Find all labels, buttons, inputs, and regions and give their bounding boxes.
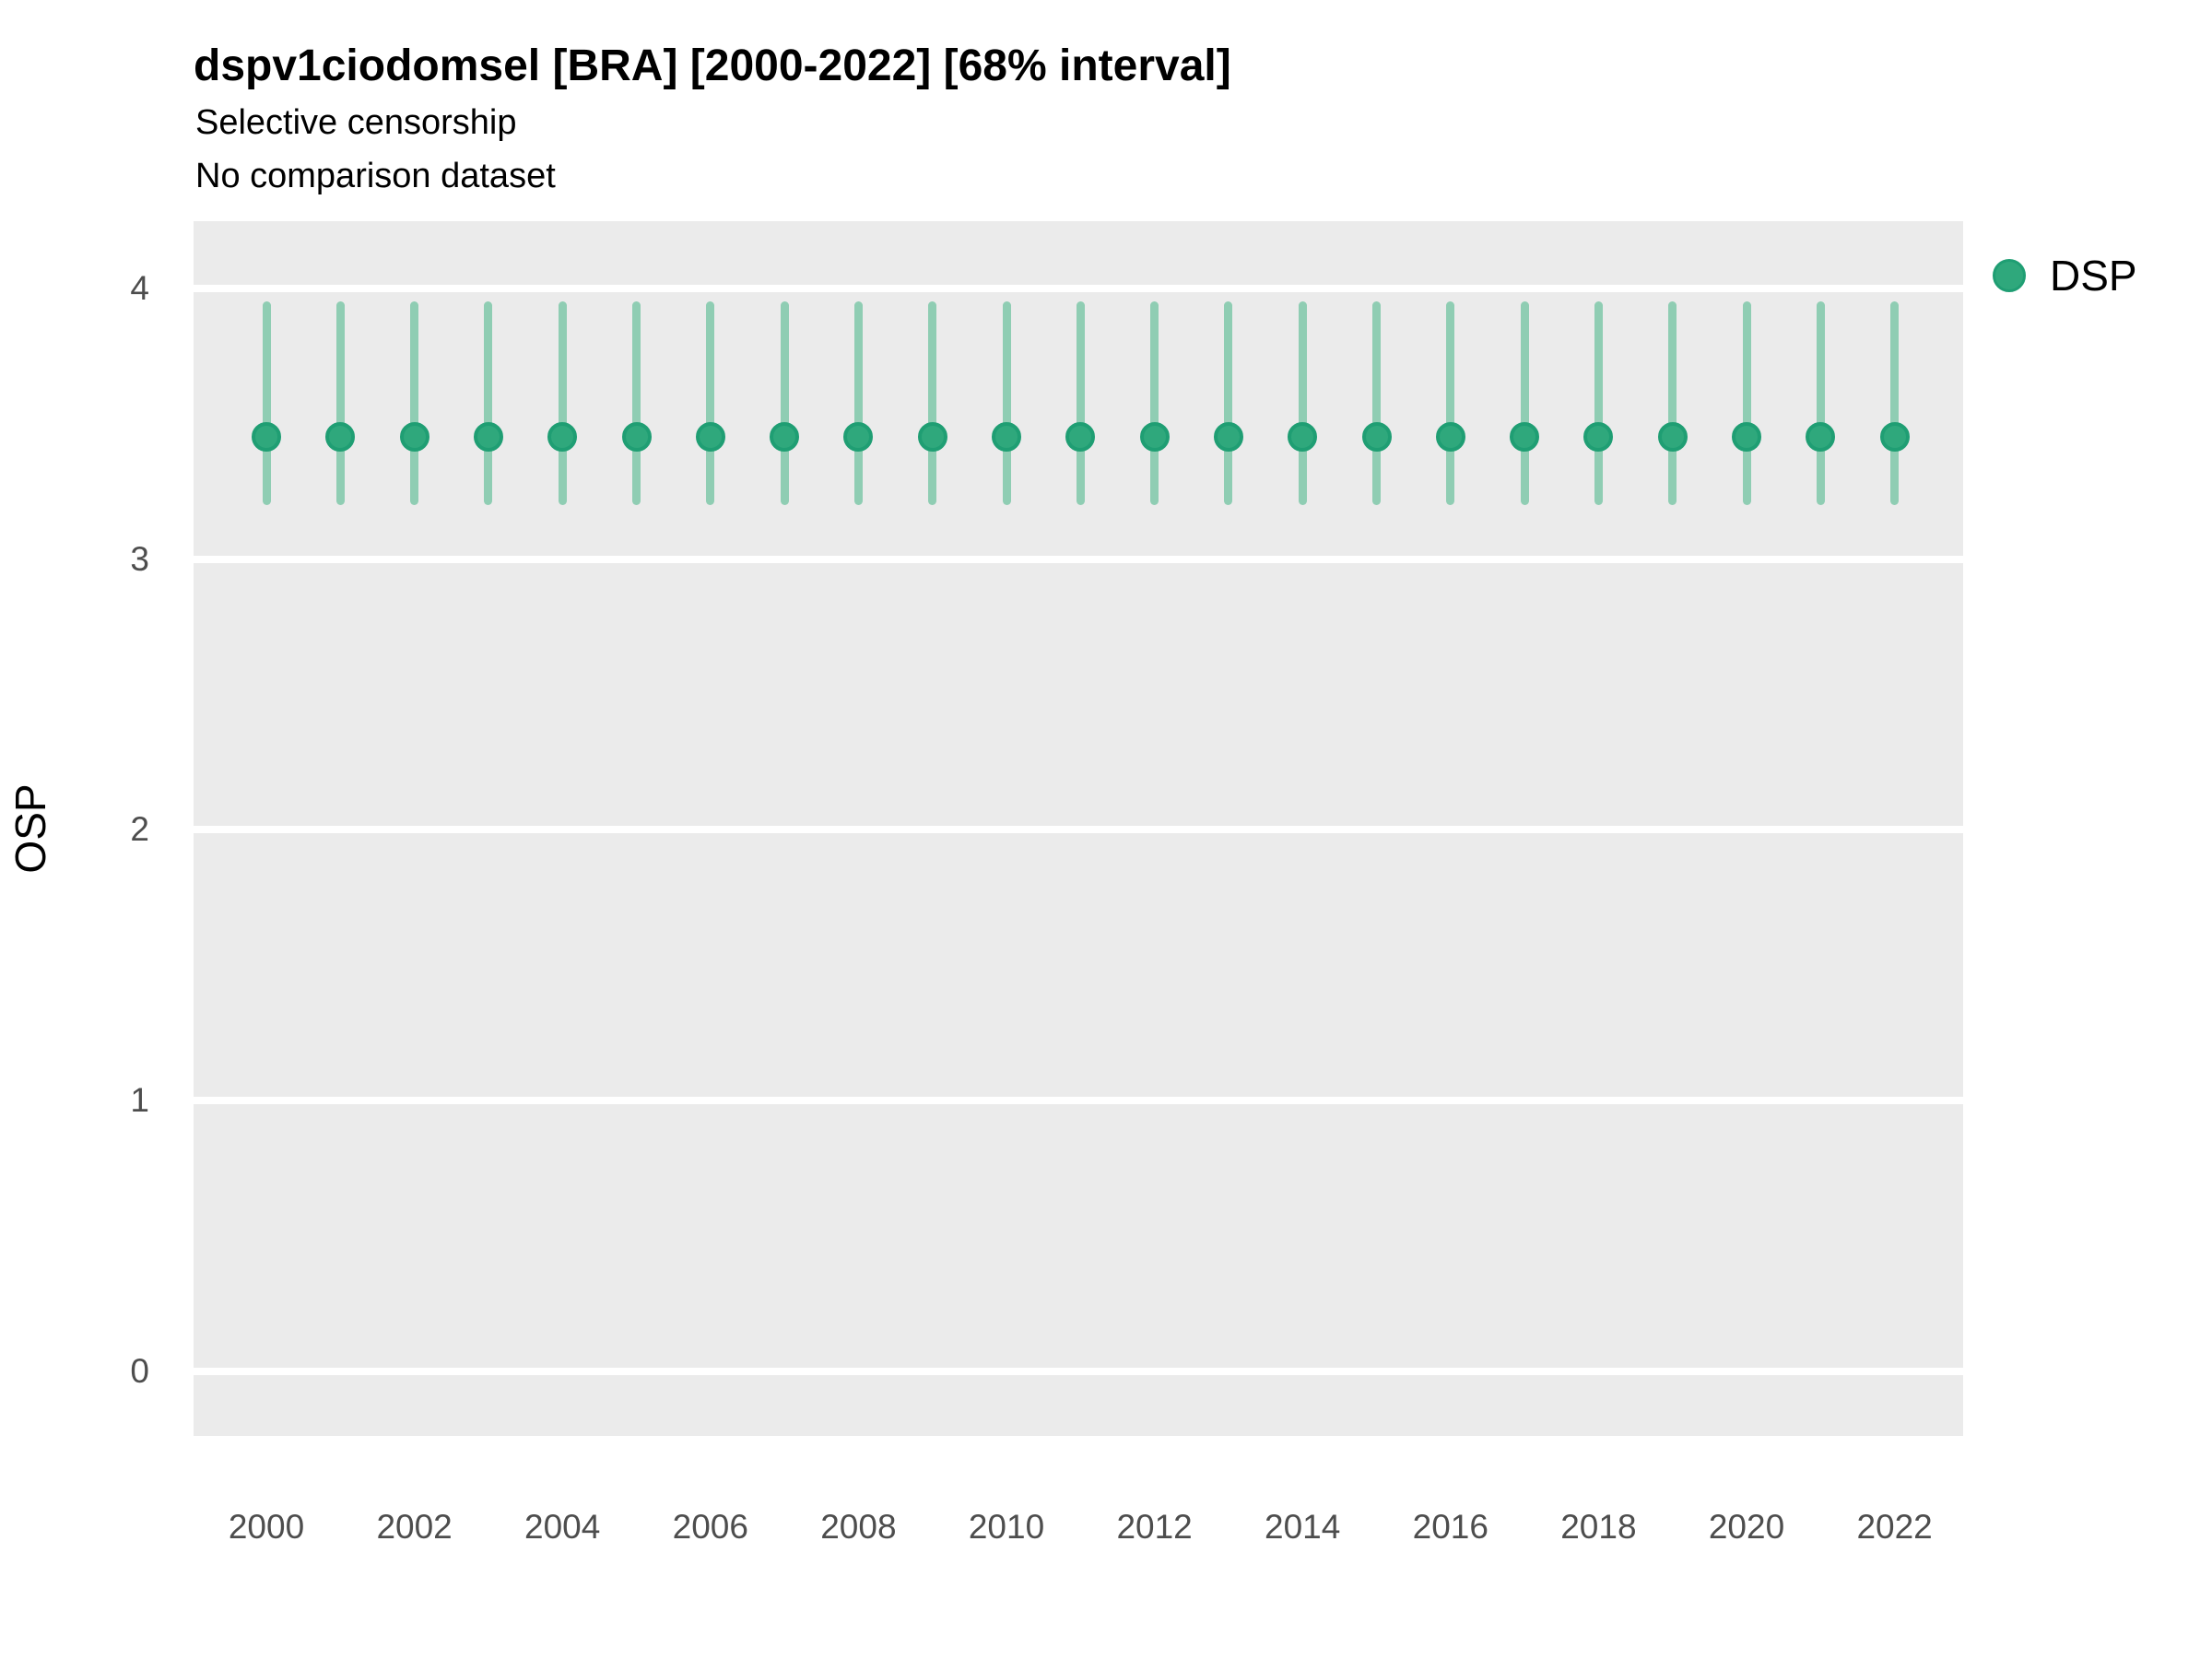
- y-axis-title: OSP: [6, 783, 54, 874]
- x-tick-label: 2020: [1708, 1508, 1785, 1546]
- data-point: [325, 422, 356, 453]
- y-tick-label: 1: [130, 1081, 149, 1120]
- gridline-y-0: [194, 1368, 1963, 1375]
- data-point: [1065, 422, 1096, 453]
- interval-line: [558, 301, 567, 505]
- data-point: [1657, 422, 1688, 453]
- data-point: [1732, 422, 1761, 453]
- data-point: [1288, 422, 1318, 453]
- data-point: [1435, 422, 1465, 453]
- data-point: [992, 422, 1021, 453]
- interval-line: [1890, 301, 1900, 505]
- interval-line: [484, 301, 493, 505]
- data-point: [1583, 422, 1614, 453]
- x-tick-label: 2002: [376, 1508, 453, 1546]
- data-point: [1361, 422, 1392, 453]
- interval-line: [706, 301, 715, 505]
- interval-line: [853, 301, 863, 505]
- data-point: [1806, 422, 1836, 453]
- data-point: [1510, 422, 1540, 453]
- interval-line: [632, 301, 641, 505]
- interval-line: [410, 301, 419, 505]
- data-point: [843, 422, 874, 453]
- x-tick-label: 2004: [524, 1508, 601, 1546]
- x-tick-label: 2016: [1412, 1508, 1488, 1546]
- x-tick-label: 2008: [820, 1508, 897, 1546]
- interval-line: [1150, 301, 1159, 505]
- data-point: [695, 422, 725, 453]
- y-tick-label: 3: [130, 539, 149, 578]
- interval-line: [1224, 301, 1233, 505]
- data-point: [547, 422, 578, 453]
- interval-line: [1520, 301, 1529, 505]
- data-point: [473, 422, 503, 453]
- interval-line: [1594, 301, 1603, 505]
- interval-line: [1372, 301, 1381, 505]
- y-tick-label: 2: [130, 810, 149, 849]
- legend-item-label: DSP: [2050, 252, 2137, 300]
- chart-subtitle-line1: Selective censorship: [195, 103, 517, 142]
- x-tick-label: 2006: [672, 1508, 748, 1546]
- x-tick-label: 2022: [1856, 1508, 1933, 1546]
- data-point: [252, 422, 281, 453]
- x-tick-label: 2014: [1265, 1508, 1341, 1546]
- data-point: [1139, 422, 1170, 453]
- interval-line: [1742, 301, 1751, 505]
- data-point: [621, 422, 652, 453]
- interval-line: [262, 301, 271, 505]
- x-tick-label: 2000: [228, 1508, 305, 1546]
- gridline-y-3: [194, 555, 1963, 563]
- y-tick-label: 4: [130, 268, 149, 307]
- gridline-y-2: [194, 826, 1963, 834]
- data-point: [1213, 422, 1243, 453]
- interval-line: [1816, 301, 1825, 505]
- interval-line: [1446, 301, 1455, 505]
- gridline-y-4: [194, 284, 1963, 292]
- x-tick-label: 2010: [968, 1508, 1045, 1546]
- data-point: [399, 422, 429, 453]
- interval-line: [1076, 301, 1085, 505]
- gridline-y-1: [194, 1097, 1963, 1105]
- interval-line: [335, 301, 345, 505]
- y-tick-label: 0: [130, 1352, 149, 1390]
- x-tick-label: 2018: [1560, 1508, 1637, 1546]
- chart-subtitle-line2: No comparison dataset: [195, 157, 556, 195]
- legend-point-icon: [1993, 259, 2026, 292]
- interval-line: [1002, 301, 1011, 505]
- chart-title: dspv1ciodomsel [BRA] [2000-2022] [68% in…: [194, 41, 1231, 90]
- data-point: [917, 422, 947, 453]
- interval-line: [1668, 301, 1677, 505]
- interval-line: [1298, 301, 1307, 505]
- interval-line: [780, 301, 789, 505]
- x-tick-label: 2012: [1116, 1508, 1193, 1546]
- legend: DSP: [1993, 251, 2137, 300]
- interval-line: [928, 301, 937, 505]
- data-point: [770, 422, 800, 453]
- data-point: [1879, 422, 1910, 453]
